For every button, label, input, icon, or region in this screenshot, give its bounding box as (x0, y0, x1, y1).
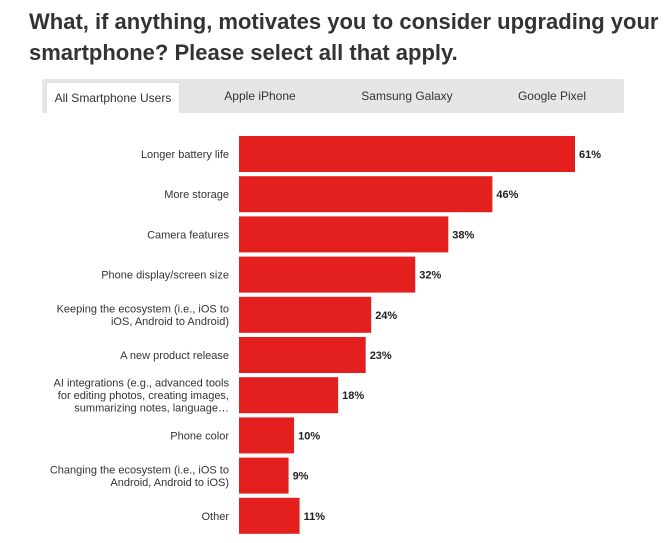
category-label-1: More storage (164, 189, 229, 201)
value-label-7: 10% (298, 430, 320, 442)
bar-5[interactable] (239, 337, 366, 373)
tab-apple-iphone[interactable]: Apple iPhone (224, 89, 296, 103)
value-label-2: 38% (452, 229, 474, 241)
bar-2[interactable] (239, 216, 449, 253)
value-label-8: 9% (293, 471, 309, 483)
value-label-1: 46% (496, 189, 518, 201)
bar-chart: 61% Longer battery life 46% More storage 38%… (50, 136, 601, 534)
value-label-9: 11% (304, 511, 326, 523)
category-label-9: Other (201, 511, 229, 523)
bar-4[interactable] (239, 296, 372, 333)
bar-8[interactable] (239, 457, 289, 494)
category-label-5: A new product release (120, 350, 229, 362)
value-label-6: 18% (342, 390, 364, 402)
category-label-0: Longer battery life (141, 149, 229, 161)
category-label-4: Keeping the ecosystem (i.e., iOS to iOS, … (57, 304, 229, 329)
category-label-6: AI integrations (e.g., advanced tools for… (54, 378, 230, 415)
value-label-3: 32% (419, 270, 441, 282)
bar-9[interactable] (239, 497, 300, 534)
bar-7[interactable] (239, 417, 295, 454)
category-label-2: Camera features (147, 229, 229, 241)
value-label-4: 24% (375, 310, 397, 322)
bar-6[interactable] (239, 377, 339, 414)
category-label-8: Changing the ecosystem (i.e., iOS to Andr… (50, 464, 229, 489)
tab-samsung-galaxy[interactable]: Samsung Galaxy (361, 89, 453, 103)
bar-0[interactable] (239, 136, 575, 172)
tab-google-pixel[interactable]: Google Pixel (517, 89, 587, 103)
chart-title: What, if anything, motivates you to cons… (29, 9, 659, 65)
bar-3[interactable] (239, 256, 416, 293)
tab-all-smartphone-users[interactable]: All Smartphone Users (46, 82, 180, 113)
bar-1[interactable] (239, 176, 493, 213)
value-label-5: 23% (370, 350, 392, 362)
value-label-0: 61% (579, 149, 601, 161)
category-label-3: Phone display/screen size (101, 270, 229, 282)
tab-bar: All Smartphone Users Apple iPhone Samsun… (42, 79, 624, 113)
category-label-7: Phone color (170, 430, 229, 442)
